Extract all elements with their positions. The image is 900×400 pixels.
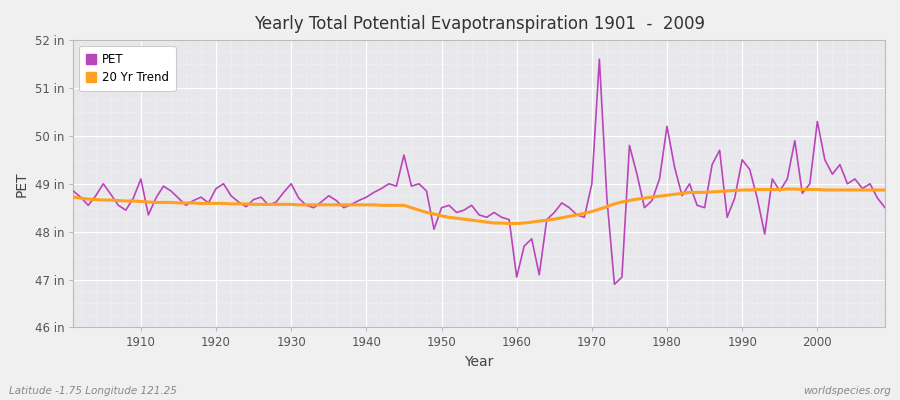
Legend: PET, 20 Yr Trend: PET, 20 Yr Trend bbox=[79, 46, 176, 91]
X-axis label: Year: Year bbox=[464, 355, 494, 369]
Y-axis label: PET: PET bbox=[15, 171, 29, 196]
Title: Yearly Total Potential Evapotranspiration 1901  -  2009: Yearly Total Potential Evapotranspiratio… bbox=[254, 15, 705, 33]
Text: Latitude -1.75 Longitude 121.25: Latitude -1.75 Longitude 121.25 bbox=[9, 386, 177, 396]
Text: worldspecies.org: worldspecies.org bbox=[803, 386, 891, 396]
